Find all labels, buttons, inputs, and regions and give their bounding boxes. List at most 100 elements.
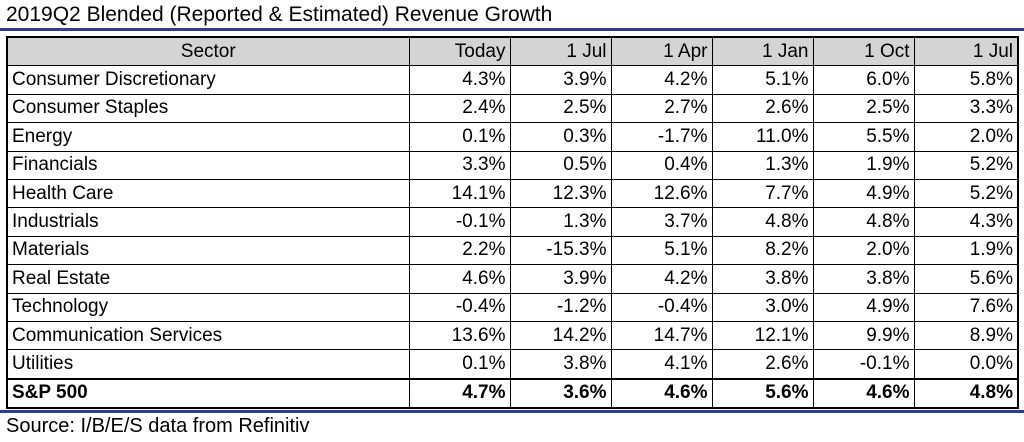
growth-value-cell: 5.2% xyxy=(913,178,1019,209)
growth-value-cell: 4.9% xyxy=(812,292,915,322)
column-header-today: Today xyxy=(408,36,511,67)
growth-value-cell: 13.6% xyxy=(408,320,511,351)
table-row: Industrials -0.1% 1.3% 3.7% 4.8% 4.8% 4.3% xyxy=(6,207,1019,237)
total-label-cell: S&P 500 xyxy=(6,377,410,409)
table-row: Utilities 0.1% 3.8% 4.1% 2.6% -0.1% 0.0% xyxy=(6,349,1019,380)
table-row: Communication Services 13.6% 14.2% 14.7% 12.… xyxy=(6,320,1019,351)
column-header-1-jul-prior: 1 Jul xyxy=(913,36,1019,67)
growth-value-cell: 3.3% xyxy=(408,150,511,180)
sector-name-cell: Consumer Staples xyxy=(6,93,410,124)
growth-value-cell: 9.9% xyxy=(812,320,915,351)
growth-value-cell: -15.3% xyxy=(509,235,612,266)
growth-value-cell: -1.7% xyxy=(610,122,713,152)
table-row: Health Care 14.1% 12.3% 12.6% 7.7% 4.9% 5.2% xyxy=(6,178,1019,209)
growth-value-cell: 0.1% xyxy=(408,349,511,380)
table-row: Consumer Discretionary 4.3% 3.9% 4.2% 5.1% 6.… xyxy=(6,65,1019,95)
growth-value-cell: 2.0% xyxy=(913,122,1019,152)
growth-value-cell: 2.5% xyxy=(812,93,915,124)
sector-name-cell: Financials xyxy=(6,150,410,180)
growth-value-cell: 3.8% xyxy=(812,264,915,294)
column-header-sector: Sector xyxy=(6,36,410,67)
growth-value-cell: 8.9% xyxy=(913,320,1019,351)
growth-value-cell: 6.0% xyxy=(812,65,915,95)
growth-value-cell: 0.4% xyxy=(610,150,713,180)
growth-value-cell: 3.9% xyxy=(509,65,612,95)
growth-value-cell: 4.2% xyxy=(610,264,713,294)
growth-value-cell: 5.1% xyxy=(711,65,814,95)
growth-value-cell: 5.8% xyxy=(913,65,1019,95)
total-value-cell: 5.6% xyxy=(711,377,814,409)
table-row: Financials 3.3% 0.5% 0.4% 1.3% 1.9% 5.2% xyxy=(6,150,1019,180)
growth-value-cell: 2.4% xyxy=(408,93,511,124)
growth-value-cell: 2.5% xyxy=(509,93,612,124)
growth-value-cell: 3.8% xyxy=(509,349,612,380)
growth-value-cell: -0.1% xyxy=(812,349,915,380)
growth-value-cell: 1.3% xyxy=(509,207,612,237)
table-row: Technology -0.4% -1.2% -0.4% 3.0% 4.9% 7.6% xyxy=(6,292,1019,322)
growth-value-cell: 2.7% xyxy=(610,93,713,124)
growth-value-cell: 7.6% xyxy=(913,292,1019,322)
growth-value-cell: 8.2% xyxy=(711,235,814,266)
growth-value-cell: 5.1% xyxy=(610,235,713,266)
growth-value-cell: 5.2% xyxy=(913,150,1019,180)
growth-value-cell: 3.3% xyxy=(913,93,1019,124)
table-body: Consumer Discretionary 4.3% 3.9% 4.2% 5.1% 6.… xyxy=(6,65,1019,409)
growth-value-cell: 4.8% xyxy=(711,207,814,237)
sector-name-cell: Utilities xyxy=(6,349,410,380)
revenue-growth-table: Sector Today 1 Jul 1 Apr 1 Jan 1 Oct 1 J… xyxy=(6,36,1019,410)
growth-value-cell: 12.6% xyxy=(610,178,713,209)
column-header-1-jul: 1 Jul xyxy=(509,36,612,67)
growth-value-cell: 4.3% xyxy=(913,207,1019,237)
growth-value-cell: 0.1% xyxy=(408,122,511,152)
growth-value-cell: 4.3% xyxy=(408,65,511,95)
growth-value-cell: 0.3% xyxy=(509,122,612,152)
column-header-1-apr: 1 Apr xyxy=(610,36,713,67)
growth-value-cell: 12.3% xyxy=(509,178,612,209)
growth-value-cell: 0.5% xyxy=(509,150,612,180)
total-row: S&P 500 4.7% 3.6% 4.6% 5.6% 4.6% 4.8% xyxy=(6,377,1019,409)
growth-value-cell: 1.9% xyxy=(913,235,1019,266)
growth-value-cell: 14.1% xyxy=(408,178,511,209)
sector-name-cell: Real Estate xyxy=(6,264,410,294)
table-title: 2019Q2 Blended (Reported & Estimated) Re… xyxy=(6,3,553,26)
growth-value-cell: -1.2% xyxy=(509,292,612,322)
growth-value-cell: 3.8% xyxy=(711,264,814,294)
growth-value-cell: 4.6% xyxy=(408,264,511,294)
column-header-1-jan: 1 Jan xyxy=(711,36,814,67)
growth-value-cell: -0.4% xyxy=(610,292,713,322)
growth-value-cell: 3.7% xyxy=(610,207,713,237)
sector-name-cell: Energy xyxy=(6,122,410,152)
sector-name-cell: Consumer Discretionary xyxy=(6,65,410,95)
sector-name-cell: Technology xyxy=(6,292,410,322)
growth-value-cell: -0.4% xyxy=(408,292,511,322)
sector-name-cell: Materials xyxy=(6,235,410,266)
total-value-cell: 3.6% xyxy=(509,377,612,409)
table-row: Real Estate 4.6% 3.9% 4.2% 3.8% 3.8% 5.6% xyxy=(6,264,1019,294)
growth-value-cell: 5.6% xyxy=(913,264,1019,294)
growth-value-cell: 11.0% xyxy=(711,122,814,152)
growth-value-cell: 3.0% xyxy=(711,292,814,322)
growth-value-cell: 2.6% xyxy=(711,93,814,124)
table-row: Consumer Staples 2.4% 2.5% 2.7% 2.6% 2.5% 3.3% xyxy=(6,93,1019,124)
sector-name-cell: Industrials xyxy=(6,207,410,237)
growth-value-cell: 12.1% xyxy=(711,320,814,351)
growth-value-cell: 2.0% xyxy=(812,235,915,266)
total-value-cell: 4.6% xyxy=(610,377,713,409)
column-header-1-oct: 1 Oct xyxy=(812,36,915,67)
growth-value-cell: 4.9% xyxy=(812,178,915,209)
growth-value-cell: 5.5% xyxy=(812,122,915,152)
growth-value-cell: 1.9% xyxy=(812,150,915,180)
growth-value-cell: -0.1% xyxy=(408,207,511,237)
growth-value-cell: 3.9% xyxy=(509,264,612,294)
source-note: Source: I/B/E/S data from Refinitiv xyxy=(6,415,310,437)
title-rule xyxy=(0,28,1024,31)
growth-value-cell: 7.7% xyxy=(711,178,814,209)
growth-value-cell: 2.6% xyxy=(711,349,814,380)
sector-name-cell: Health Care xyxy=(6,178,410,209)
total-value-cell: 4.6% xyxy=(812,377,915,409)
total-value-cell: 4.8% xyxy=(913,377,1019,409)
growth-value-cell: 14.2% xyxy=(509,320,612,351)
growth-value-cell: 1.3% xyxy=(711,150,814,180)
growth-value-cell: 4.2% xyxy=(610,65,713,95)
growth-value-cell: 14.7% xyxy=(610,320,713,351)
